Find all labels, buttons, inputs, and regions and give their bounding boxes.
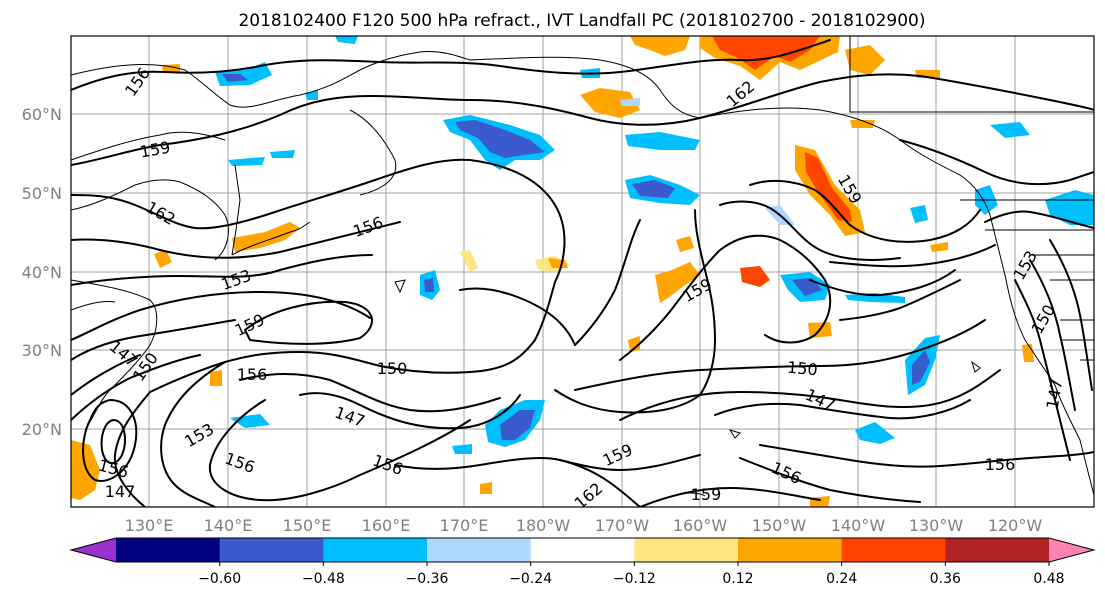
contour-label: 150	[377, 359, 408, 378]
lon-label: 180°W	[516, 516, 571, 535]
colorbar-swatch	[219, 538, 324, 562]
lon-label: 130°W	[909, 516, 964, 535]
lon-label: 170°E	[440, 516, 489, 535]
lon-label: 160°E	[362, 516, 411, 535]
longitude-labels: 130°E 140°E 150°E 160°E 170°E 180°W 170°…	[125, 516, 1043, 535]
map-panel: 156 159 162 156 153 159 147 150 156 150 …	[71, 36, 1094, 507]
colorbar-swatch	[71, 538, 116, 562]
colorbar-swatch	[1049, 538, 1094, 562]
lat-label-60n: 60°N	[22, 105, 62, 124]
lat-label-30n: 30°N	[22, 341, 62, 360]
colorbar-swatch	[945, 538, 1050, 562]
contour-label: 156	[985, 455, 1016, 474]
lat-label-50n: 50°N	[22, 184, 62, 203]
lon-label: 130°E	[125, 516, 174, 535]
latitude-labels: 20°N 30°N 40°N 50°N 60°N	[22, 105, 62, 439]
lon-label: 160°W	[673, 516, 728, 535]
colorbar-tick-label: −0.24	[509, 571, 552, 587]
colorbar-swatch	[634, 538, 739, 562]
colorbar-swatch	[323, 538, 428, 562]
lon-label: 140°E	[204, 516, 253, 535]
colorbar: −0.60 −0.48 −0.36 −0.24 −0.12 0.12 0.24 0.36 0.4…	[69, 537, 1096, 587]
colorbar-tick-label: −0.36	[406, 571, 449, 587]
colorbar-tick-label: 0.48	[1033, 571, 1064, 587]
colorbar-swatch	[116, 538, 221, 562]
colorbar-tick-label: 0.12	[722, 571, 753, 587]
coastlines	[71, 36, 1094, 497]
lon-label: 150°E	[283, 516, 332, 535]
map-title: 2018102400 F120 500 hPa refract., IVT La…	[238, 11, 925, 31]
lat-label-40n: 40°N	[22, 263, 62, 282]
contour-label: 156	[237, 365, 268, 384]
colorbar-tick-label: −0.60	[198, 571, 241, 587]
contour-label: 150	[786, 358, 818, 380]
colorbar-swatch	[530, 538, 635, 562]
height-contours	[71, 39, 1094, 507]
colorbar-tick-label: −0.12	[613, 571, 656, 587]
contour-label: 147	[105, 482, 136, 501]
lon-label: 120°W	[988, 516, 1043, 535]
colorbar-tick-label: 0.24	[826, 571, 857, 587]
colorbar-tick-label: 0.36	[930, 571, 961, 587]
colorbar-swatch	[738, 538, 843, 562]
lon-label: 170°W	[595, 516, 650, 535]
negative-anomaly-fills	[215, 36, 1094, 454]
lon-label: 140°W	[831, 516, 886, 535]
graticule	[71, 36, 1094, 507]
contour-label: 159	[691, 485, 722, 504]
lon-label: 150°W	[752, 516, 807, 535]
lat-label-20n: 20°N	[22, 420, 62, 439]
map-frame	[70, 35, 1095, 508]
contour-labels: 156 159 162 156 153 159 147 150 156 150 …	[96, 64, 1066, 507]
colorbar-swatch	[427, 538, 532, 562]
colorbar-tick-label: −0.48	[302, 571, 345, 587]
colorbar-outline	[69, 537, 1096, 563]
colorbar-swatch	[841, 538, 946, 562]
